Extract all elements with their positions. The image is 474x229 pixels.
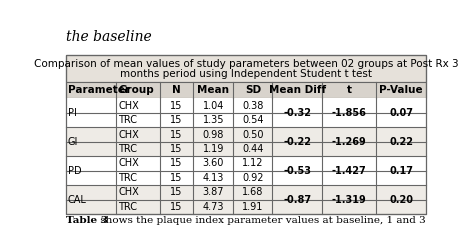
Text: 15: 15 [170,173,182,183]
Text: 1.04: 1.04 [202,101,224,111]
Text: 0.20: 0.20 [389,195,413,204]
Text: TRC: TRC [118,115,137,125]
Text: 15: 15 [170,130,182,139]
Text: PI: PI [68,108,77,118]
Text: 15: 15 [170,115,182,125]
Text: 1.35: 1.35 [202,115,224,125]
Text: Group: Group [118,85,154,95]
Text: TRC: TRC [118,144,137,154]
Text: 3.87: 3.87 [202,187,224,197]
Text: t: t [346,85,352,95]
Text: 0.38: 0.38 [242,101,264,111]
Bar [66,200,426,214]
Text: 4.73: 4.73 [202,202,224,212]
Text: 15: 15 [170,158,182,169]
Text: CHX: CHX [118,101,139,111]
Text: Comparison of mean values of study parameters between 02 groups at Post Rx 3: Comparison of mean values of study param… [34,59,458,69]
Text: 3.60: 3.60 [202,158,224,169]
Text: months period using Independent Student t test: months period using Independent Student … [120,69,372,79]
Text: shows the plaque index parameter values at baseline, 1 and 3: shows the plaque index parameter values … [97,216,426,225]
Text: P-Value: P-Value [379,85,423,95]
Text: -1.856: -1.856 [332,108,366,118]
Text: -1.319: -1.319 [332,195,366,204]
Text: Mean Diff: Mean Diff [269,85,326,95]
Text: 1.12: 1.12 [242,158,264,169]
Text: 15: 15 [170,144,182,154]
Bar [66,185,426,200]
Text: 1.68: 1.68 [242,187,264,197]
Bar [66,127,426,142]
Text: 15: 15 [170,187,182,197]
Text: Parameter: Parameter [68,85,130,95]
Text: TRC: TRC [118,202,137,212]
Text: -0.32: -0.32 [283,108,311,118]
Text: CHX: CHX [118,187,139,197]
Text: CHX: CHX [118,158,139,169]
Text: 0.17: 0.17 [389,166,413,176]
Bar [66,82,426,98]
Bar [66,156,426,171]
Text: -0.22: -0.22 [283,137,311,147]
Text: CHX: CHX [118,130,139,139]
Text: -0.87: -0.87 [283,195,311,204]
Text: 0.07: 0.07 [389,108,413,118]
Bar [66,113,426,127]
Bar [66,142,426,156]
Text: CAL: CAL [68,195,87,204]
Text: 0.50: 0.50 [242,130,264,139]
Text: TRC: TRC [118,173,137,183]
Text: 0.54: 0.54 [242,115,264,125]
Text: 1.91: 1.91 [242,202,264,212]
Text: 15: 15 [170,202,182,212]
Text: Table 3: Table 3 [66,216,108,225]
Text: SD: SD [245,85,261,95]
Text: N: N [172,85,181,95]
Text: 4.13: 4.13 [202,173,224,183]
Text: -0.53: -0.53 [283,166,311,176]
Bar [66,55,426,82]
Text: 15: 15 [170,101,182,111]
Text: -1.427: -1.427 [332,166,366,176]
Text: Mean: Mean [197,85,229,95]
Bar [66,98,426,113]
Text: PD: PD [68,166,82,176]
Text: the baseline: the baseline [66,30,152,44]
Text: 0.98: 0.98 [202,130,224,139]
Text: GI: GI [68,137,78,147]
Text: 0.92: 0.92 [242,173,264,183]
Text: 0.22: 0.22 [389,137,413,147]
Text: -1.269: -1.269 [332,137,366,147]
Text: 0.44: 0.44 [242,144,264,154]
Text: 1.19: 1.19 [202,144,224,154]
Bar [66,171,426,185]
